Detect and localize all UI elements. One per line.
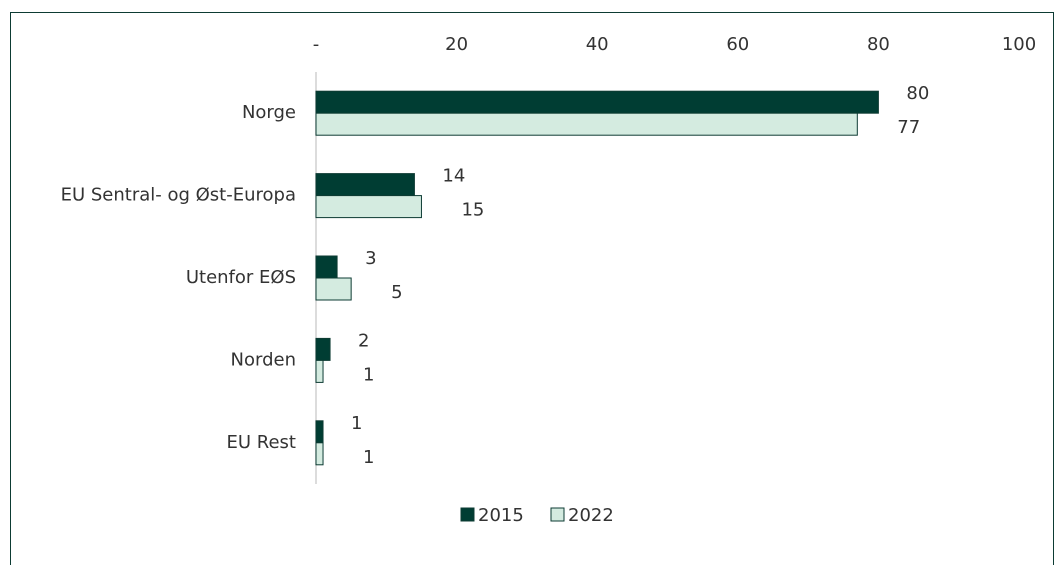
data-label: 77 (897, 117, 920, 138)
x-tick-label: 60 (726, 34, 749, 55)
bar (315, 195, 422, 219)
legend-label: 2015 (478, 505, 524, 526)
chart-frame (10, 12, 1054, 565)
data-label: 14 (442, 166, 465, 187)
data-label: 3 (365, 248, 376, 269)
y-tick-label: EU Rest (227, 432, 296, 453)
y-tick-label: Norden (231, 349, 296, 370)
x-tick-label: 80 (867, 34, 890, 55)
data-label: 1 (363, 364, 374, 385)
bar (315, 90, 879, 114)
bar (315, 442, 324, 466)
data-label: 2 (358, 330, 369, 351)
bar (315, 255, 338, 279)
y-tick-label: Utenfor EØS (186, 267, 296, 288)
bar (315, 112, 858, 136)
legend-swatch (460, 507, 475, 522)
data-label: 80 (906, 83, 929, 104)
x-tick-label: 100 (1002, 34, 1036, 55)
data-label: 1 (351, 413, 362, 434)
data-label: 1 (363, 447, 374, 468)
bar (315, 359, 324, 383)
x-tick-label: 20 (445, 34, 468, 55)
bar (315, 173, 415, 197)
bar (315, 337, 331, 361)
data-label: 5 (391, 282, 402, 303)
x-tick-label: - (313, 34, 320, 55)
legend-label: 2022 (568, 505, 614, 526)
legend-swatch (550, 507, 565, 522)
y-tick-label: EU Sentral- og Øst-Europa (61, 185, 296, 206)
y-tick-label: Norge (242, 102, 296, 123)
x-tick-label: 40 (586, 34, 609, 55)
data-label: 15 (461, 200, 484, 221)
bar (315, 277, 352, 301)
bar (315, 420, 324, 444)
